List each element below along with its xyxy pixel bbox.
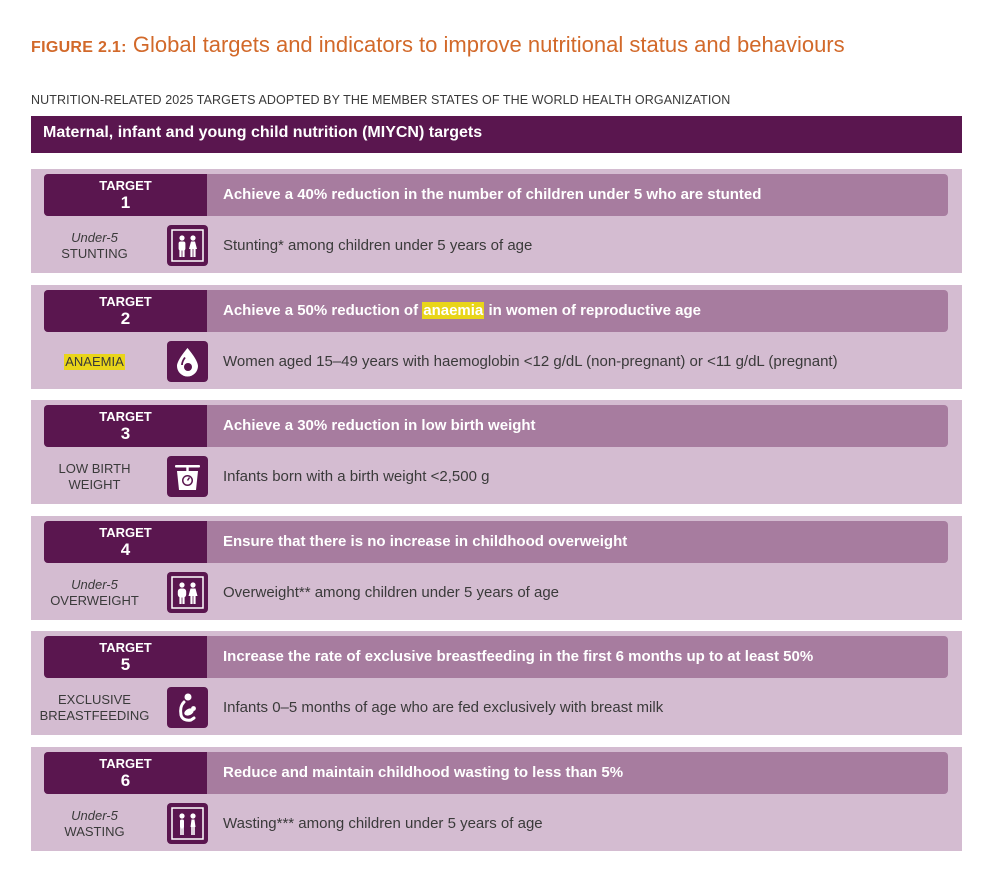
target-6-indicator-text: Wasting*** among children under 5 years … [223, 815, 543, 832]
target-3-indicator-text: Infants born with a birth weight <2,500 … [223, 468, 490, 485]
target-4-indicator-line1: Under-5 [71, 577, 118, 592]
target-5-indicator-text: Infants 0–5 months of age who are fed ex… [223, 699, 664, 716]
target-1-label: TARGET 1 [44, 174, 207, 216]
target-5-label: TARGET 5 [44, 636, 207, 678]
children-icon [167, 225, 208, 266]
target-1-indicator-line1: Under-5 [71, 230, 118, 245]
target-1-goal: Achieve a 40% reduction in the number of… [223, 186, 762, 203]
target-2-number: 2 [120, 309, 131, 328]
target-4-indicator-text: Overweight** among children under 5 year… [223, 584, 560, 601]
figure-title-text: Global targets and indicators to improve… [132, 32, 845, 57]
target-4-goal: Ensure that there is no increase in chil… [223, 533, 628, 550]
target-1-panel: TARGET 1 Achieve a 40% reduction in the … [31, 169, 962, 273]
target-5-goal: Increase the rate of exclusive breastfee… [223, 648, 814, 665]
target-2-word: TARGET [99, 294, 152, 309]
target-6-word: TARGET [99, 756, 152, 771]
target-2-goal-after: in women of reproductive age [484, 302, 701, 319]
target-5-word: TARGET [99, 640, 152, 655]
target-2-goal-before: Achieve a 50% reduction of [223, 302, 423, 319]
target-4-label: TARGET 4 [44, 521, 207, 563]
section-header: Maternal, infant and young child nutriti… [31, 116, 962, 153]
target-5-indicator-name: EXCLUSIVE BREASTFEEDING [31, 686, 158, 730]
target-1-indicator-line2: STUNTING [61, 246, 128, 261]
target-6-goal: Reduce and maintain childhood wasting to… [223, 764, 624, 781]
target-3-number: 3 [120, 424, 131, 443]
target-3-indicator-line2: WEIGHT [68, 477, 121, 492]
target-5-number: 5 [120, 655, 131, 674]
target-1-indicator-text: Stunting* among children under 5 years o… [223, 237, 533, 254]
target-4-indicator-line2: OVERWEIGHT [50, 593, 139, 608]
target-4-number: 4 [120, 540, 131, 559]
blood-drop-icon [167, 341, 208, 382]
target-6-indicator-name: Under-5 WASTING [31, 802, 158, 846]
children-icon [167, 572, 208, 613]
target-2-goal-highlight: anaemia [422, 302, 485, 319]
target-1-indicator-name: Under-5 STUNTING [31, 224, 158, 268]
target-2-goal: Achieve a 50% reduction of anaemia in wo… [223, 290, 701, 332]
target-6-label: TARGET 6 [44, 752, 207, 794]
target-2-indicator-text: Women aged 15–49 years with haemoglobin … [223, 353, 838, 370]
target-3-word: TARGET [99, 409, 152, 424]
target-2-panel: TARGET 2 Achieve a 50% reduction of anae… [31, 285, 962, 389]
scale-icon [167, 456, 208, 497]
target-1-number: 1 [120, 193, 131, 212]
figure-subtitle: NUTRITION-RELATED 2025 TARGETS ADOPTED B… [31, 93, 731, 107]
target-3-indicator-name: LOW BIRTH WEIGHT [31, 455, 158, 499]
figure-title: FIGURE 2.1: Global targets and indicator… [31, 32, 845, 58]
target-5-indicator-line1: EXCLUSIVE [58, 692, 131, 707]
target-6-panel: TARGET 6 Reduce and maintain childhood w… [31, 747, 962, 851]
target-4-panel: TARGET 4 Ensure that there is no increas… [31, 516, 962, 620]
target-4-word: TARGET [99, 525, 152, 540]
target-3-goal: Achieve a 30% reduction in low birth wei… [223, 417, 536, 434]
target-6-number: 6 [120, 771, 131, 790]
target-3-panel: TARGET 3 Achieve a 30% reduction in low … [31, 400, 962, 504]
target-5-indicator-line2: BREASTFEEDING [39, 708, 150, 723]
target-6-indicator-line2: WASTING [64, 824, 125, 839]
target-1-word: TARGET [99, 178, 152, 193]
children-icon [167, 803, 208, 844]
target-3-label: TARGET 3 [44, 405, 207, 447]
target-3-indicator-line1: LOW BIRTH [58, 461, 131, 476]
target-2-indicator-name: ANAEMIA [31, 340, 158, 384]
breastfeeding-icon [167, 687, 208, 728]
target-6-indicator-line1: Under-5 [71, 808, 118, 823]
target-4-indicator-name: Under-5 OVERWEIGHT [31, 571, 158, 615]
target-2-indicator-label: ANAEMIA [64, 354, 125, 370]
target-5-panel: TARGET 5 Increase the rate of exclusive … [31, 631, 962, 735]
figure-number: FIGURE 2.1: [31, 39, 127, 56]
target-2-label: TARGET 2 [44, 290, 207, 332]
